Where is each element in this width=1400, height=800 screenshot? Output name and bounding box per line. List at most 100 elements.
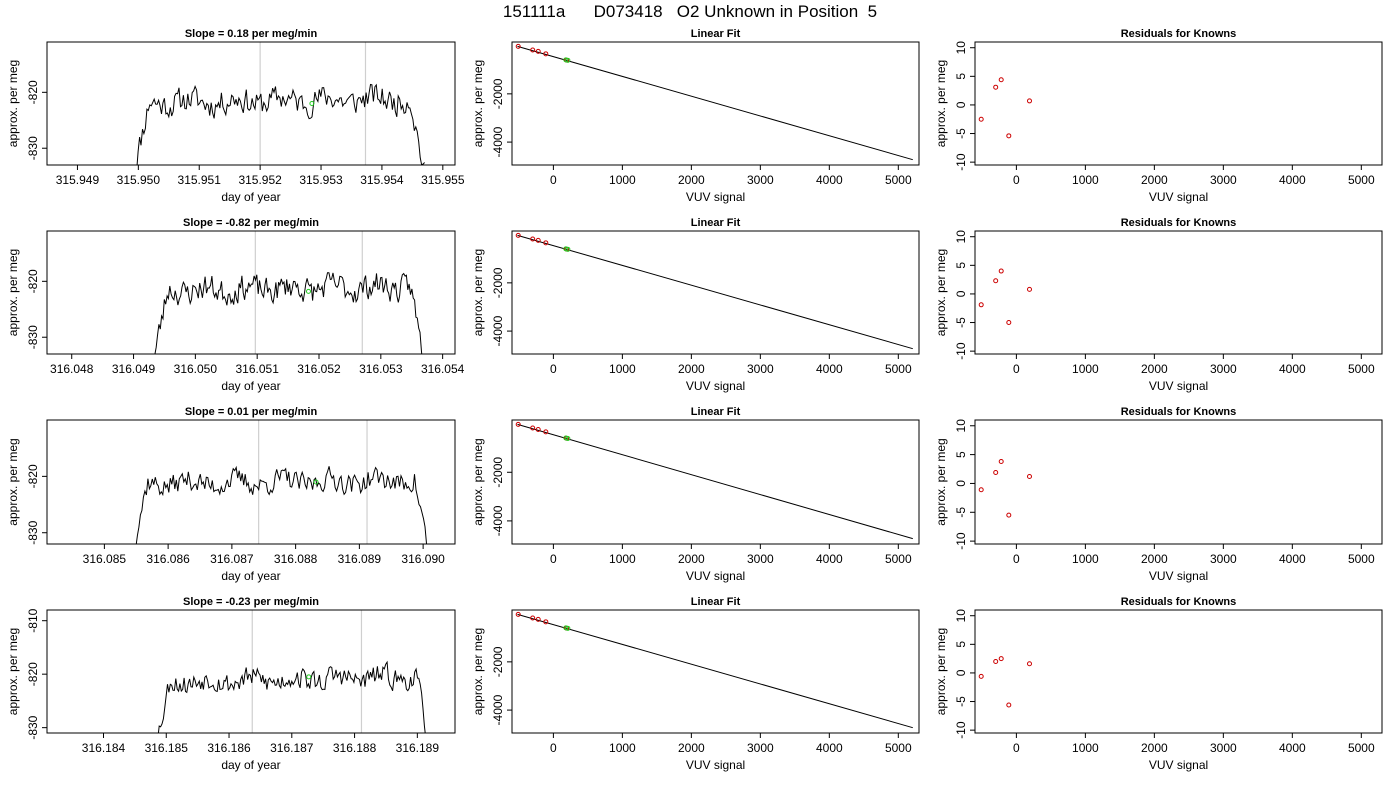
x-tick-label: 5000 xyxy=(885,173,912,187)
known-point xyxy=(543,240,549,246)
panel-1: Slope = 0.18 per meg/min 315.949 315.950 31… xyxy=(6,28,465,204)
x-tick-label: 316.186 xyxy=(207,741,251,755)
x-tick-label: 1000 xyxy=(609,362,636,376)
x-tick-label: 4000 xyxy=(816,173,843,187)
x-tick-label: 3000 xyxy=(1210,173,1237,187)
plot-frame xyxy=(511,41,920,166)
y-tick-label: -4000 xyxy=(491,315,505,346)
panel-title: Linear Fit xyxy=(691,28,741,40)
x-tick-label: 316.088 xyxy=(274,552,318,566)
y-tick-label: -5 xyxy=(954,507,968,518)
known-point xyxy=(515,43,521,49)
known-point xyxy=(978,116,984,122)
data-series xyxy=(157,660,426,733)
x-tick-label: 2000 xyxy=(678,552,705,566)
x-tick-label: 5000 xyxy=(1348,173,1375,187)
x-tick-label: 4000 xyxy=(1279,362,1306,376)
panel-7: Slope = 0.01 per meg/min 316.085 316.086 31… xyxy=(6,406,456,583)
x-axis-label: day of year xyxy=(221,190,280,204)
x-tick-label: 3000 xyxy=(747,173,774,187)
y-axis-label: approx. per meg xyxy=(471,60,485,147)
known-point xyxy=(535,426,541,432)
known-point xyxy=(530,47,536,53)
x-tick-label: 2000 xyxy=(678,362,705,376)
known-point xyxy=(998,459,1004,465)
plot-area xyxy=(154,231,423,354)
x-tick-label: 316.053 xyxy=(359,362,403,376)
x-tick-label: 316.089 xyxy=(338,552,382,566)
x-tick-label: 315.955 xyxy=(421,173,465,187)
x-axis-label: day of year xyxy=(221,379,280,393)
panel-12: Residuals for Knowns 0 1000 2000 3000 4000 500… xyxy=(934,596,1383,772)
x-tick-label: 3000 xyxy=(1210,362,1237,376)
x-axis-label: VUV signal xyxy=(686,190,745,204)
panel-6: Residuals for Knowns 0 1000 2000 3000 4000 500… xyxy=(934,217,1383,393)
y-tick-label: -830 xyxy=(26,715,40,739)
plot-area xyxy=(978,459,1032,518)
x-tick-label: 2000 xyxy=(1141,741,1168,755)
x-axis-label: day of year xyxy=(221,758,280,772)
x-tick-label: 3000 xyxy=(747,552,774,566)
unknown-marker xyxy=(313,479,319,485)
known-point xyxy=(1026,474,1032,480)
unknown-point xyxy=(563,246,569,252)
known-point xyxy=(543,619,549,625)
y-tick-label: -830 xyxy=(26,325,40,349)
panel-title: Residuals for Knowns xyxy=(1121,596,1237,608)
x-tick-label: 316.050 xyxy=(174,362,218,376)
fit-line xyxy=(517,234,913,350)
y-axis-label: approx. per meg xyxy=(934,249,948,336)
x-axis-label: VUV signal xyxy=(1149,569,1208,583)
x-tick-label: 316.054 xyxy=(421,362,465,376)
x-axis-label: VUV signal xyxy=(1149,379,1208,393)
y-tick-label: -5 xyxy=(954,317,968,328)
x-tick-label: 316.184 xyxy=(82,741,126,755)
y-tick-label: 10 xyxy=(954,230,968,244)
x-tick-label: 2000 xyxy=(678,173,705,187)
unknown-point xyxy=(563,57,569,63)
plot-frame xyxy=(511,609,920,734)
y-tick-label: -4000 xyxy=(491,505,505,536)
x-tick-label: 1000 xyxy=(1072,552,1099,566)
known-point xyxy=(515,611,521,617)
plot-frame xyxy=(46,609,456,734)
x-axis-label: VUV signal xyxy=(686,569,745,583)
panel-8: Linear Fit 0 1000 2000 3000 4000 5000 -2000 -400… xyxy=(471,406,920,583)
x-tick-label: 5000 xyxy=(885,552,912,566)
plot-frame xyxy=(46,419,456,545)
y-axis-label: approx. per meg xyxy=(934,628,948,715)
x-tick-label: 5000 xyxy=(1348,552,1375,566)
x-tick-label: 316.090 xyxy=(401,552,445,566)
panel-10: Slope = -0.23 per meg/min 316.184 316.185 3… xyxy=(6,596,456,772)
x-tick-label: 315.950 xyxy=(117,173,161,187)
known-point xyxy=(998,268,1004,274)
panel-title: Slope = 0.01 per meg/min xyxy=(185,406,318,418)
x-tick-label: 316.187 xyxy=(270,741,314,755)
y-tick-label: -830 xyxy=(26,136,40,160)
unknown-point xyxy=(565,625,571,631)
x-tick-label: 315.949 xyxy=(56,173,100,187)
y-axis-label: approx. per meg xyxy=(934,438,948,525)
x-tick-label: 4000 xyxy=(816,362,843,376)
panel-title: Residuals for Knowns xyxy=(1121,217,1237,229)
x-tick-label: 3000 xyxy=(747,362,774,376)
x-tick-label: 4000 xyxy=(1279,173,1306,187)
known-point xyxy=(1026,98,1032,104)
known-point xyxy=(1006,702,1012,708)
x-tick-label: 1000 xyxy=(1072,741,1099,755)
plot-frame xyxy=(974,609,1383,734)
y-tick-label: 0 xyxy=(954,669,968,676)
known-point xyxy=(530,236,536,242)
panel-3: Residuals for Knowns 0 1000 2000 3000 4000 500… xyxy=(934,28,1383,204)
figure-title: 151111a D073418 O2 Unknown in Position 5 xyxy=(503,2,877,21)
plot-frame xyxy=(974,41,1383,166)
panel-title: Linear Fit xyxy=(691,217,741,229)
panel-title: Residuals for Knowns xyxy=(1121,406,1237,418)
y-axis-label: approx. per meg xyxy=(6,628,20,715)
y-axis-label: approx. per meg xyxy=(934,60,948,147)
panel-4: Slope = -0.82 per meg/min 316.048 316.049 3… xyxy=(6,217,465,393)
unknown-point xyxy=(565,57,571,63)
plot-area xyxy=(136,42,425,165)
y-tick-label: -820 xyxy=(26,464,40,488)
x-tick-label: 1000 xyxy=(609,741,636,755)
